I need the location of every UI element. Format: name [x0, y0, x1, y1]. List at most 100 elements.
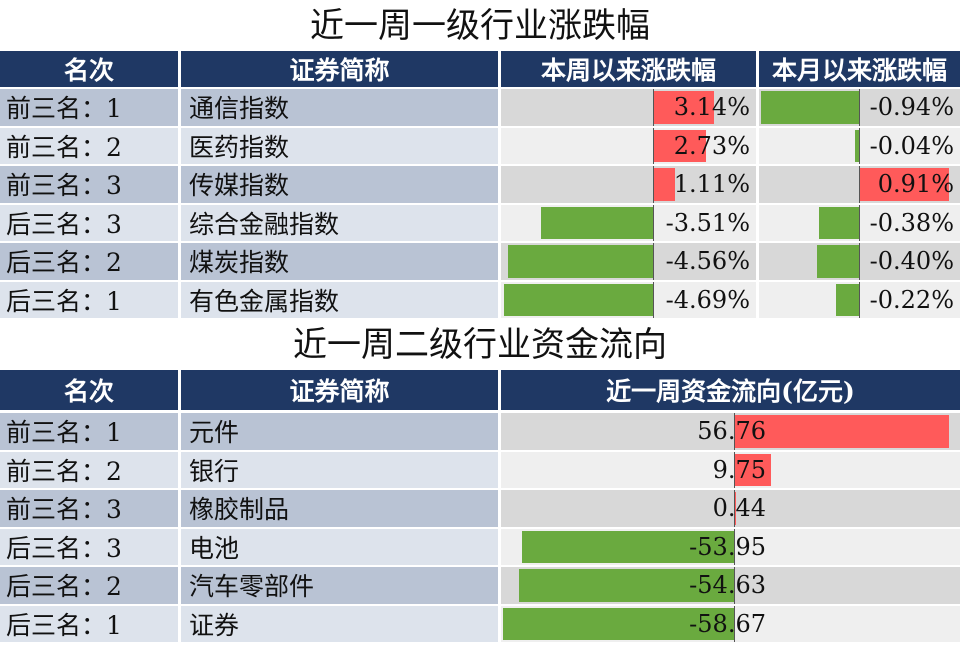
security-name: 橡胶制品 — [181, 490, 498, 527]
axis-line — [653, 204, 654, 241]
month-bar — [761, 91, 859, 124]
axis-line — [653, 127, 654, 164]
security-name: 有色金属指数 — [181, 281, 498, 318]
axis-line — [859, 243, 860, 280]
axis-line — [653, 281, 654, 318]
security-name: 综合金融指数 — [181, 204, 498, 241]
week-change-value: -4.56% — [665, 247, 750, 276]
month-change-cell: -0.38% — [759, 204, 960, 241]
axis-line — [653, 89, 654, 126]
week-change-cell: -4.69% — [501, 281, 756, 318]
month-bar — [836, 283, 859, 316]
axis-line — [734, 567, 735, 604]
fund-flow-value: -53.95 — [689, 532, 766, 561]
table-row: 后三名：2 煤炭指数 -4.56% -0.40% — [0, 243, 960, 280]
month-bar — [817, 245, 859, 278]
axis-line — [734, 413, 735, 450]
week-change-value: -3.51% — [665, 208, 750, 237]
security-name: 汽车零部件 — [181, 567, 498, 604]
rank-cell: 前三名：3 — [0, 166, 178, 203]
security-name: 元件 — [181, 413, 498, 450]
week-change-value: 1.11% — [673, 170, 750, 199]
table-row: 后三名：1 有色金属指数 -4.69% -0.22% — [0, 281, 960, 318]
rank-cell: 前三名：3 — [0, 490, 178, 527]
week-change-cell: 2.73% — [501, 127, 756, 164]
week-change-value: 2.73% — [673, 131, 750, 160]
month-change-cell: -0.40% — [759, 243, 960, 280]
table1-header-cell: 本周以来涨跌幅 — [501, 51, 756, 87]
axis-line — [859, 166, 860, 203]
table-row: 前三名：3 传媒指数 1.11% 0.91% — [0, 166, 960, 203]
month-change-value: -0.94% — [869, 93, 954, 122]
week-bar — [541, 206, 653, 239]
rank-cell: 后三名：1 — [0, 605, 178, 642]
fund-flow-value: -58.67 — [689, 609, 766, 638]
month-change-cell: 0.91% — [759, 166, 960, 203]
rank-cell: 前三名：2 — [0, 451, 178, 488]
month-bar — [854, 129, 859, 162]
week-bar — [653, 168, 675, 201]
week-change-cell: -4.56% — [501, 243, 756, 280]
fund-flow-value: 56.76 — [697, 417, 766, 446]
flow-bar — [521, 530, 734, 563]
fund-flow-cell: -58.67 — [501, 605, 960, 642]
table-row: 后三名：3 电池 -53.95 — [0, 528, 960, 565]
table-row: 前三名：3 橡胶制品 0.44 — [0, 490, 960, 527]
month-change-value: -0.22% — [869, 285, 954, 314]
table1-title: 近一周一级行业涨跌幅 — [310, 6, 650, 46]
table-row: 前三名：2 银行 9.75 — [0, 451, 960, 488]
axis-line — [734, 528, 735, 565]
fund-flow-cell: -53.95 — [501, 528, 960, 565]
week-change-cell: 1.11% — [501, 166, 756, 203]
table-row: 前三名：1 通信指数 3.14% -0.94% — [0, 89, 960, 126]
security-name: 银行 — [181, 451, 498, 488]
month-change-cell: -0.04% — [759, 127, 960, 164]
table1-header-row: 名次 证券简称 本周以来涨跌幅 本月以来涨跌幅 — [0, 51, 960, 87]
table2-header-cell: 名次 — [0, 370, 178, 410]
table-row: 前三名：1 元件 56.76 — [0, 413, 960, 450]
fund-flow-cell: 56.76 — [501, 413, 960, 450]
month-change-value: 0.91% — [877, 170, 954, 199]
fund-flow-value: -54.63 — [689, 571, 766, 600]
table-row: 后三名：1 证券 -58.67 — [0, 605, 960, 642]
flow-bar — [503, 607, 734, 640]
week-bar — [508, 245, 653, 278]
table2-header-cell: 证券简称 — [181, 370, 498, 410]
axis-line — [859, 89, 860, 126]
month-change-value: -0.04% — [869, 131, 954, 160]
fund-flow-cell: -54.63 — [501, 567, 960, 604]
rank-cell: 后三名：3 — [0, 204, 178, 241]
fund-flow-cell: 0.44 — [501, 490, 960, 527]
security-name: 电池 — [181, 528, 498, 565]
week-change-cell: 3.14% — [501, 89, 756, 126]
axis-line — [734, 490, 735, 527]
table-row: 后三名：3 综合金融指数 -3.51% -0.38% — [0, 204, 960, 241]
flow-bar — [518, 569, 734, 602]
rank-cell: 前三名：1 — [0, 89, 178, 126]
month-bar — [819, 206, 859, 239]
flow-bar — [734, 415, 949, 448]
week-change-value: -4.69% — [665, 285, 750, 314]
table1-header-cell: 本月以来涨跌幅 — [759, 51, 960, 87]
month-change-value: -0.38% — [869, 208, 954, 237]
week-bar — [504, 283, 653, 316]
table2-title: 近一周二级行业资金流向 — [293, 325, 667, 365]
axis-line — [859, 281, 860, 318]
axis-line — [653, 166, 654, 203]
security-name: 传媒指数 — [181, 166, 498, 203]
week-change-cell: -3.51% — [501, 204, 756, 241]
rank-cell: 后三名：2 — [0, 243, 178, 280]
fund-flow-cell: 9.75 — [501, 451, 960, 488]
week-change-value: 3.14% — [673, 93, 750, 122]
fund-flow-value: 0.44 — [712, 494, 766, 523]
table1-header-cell: 名次 — [0, 51, 178, 87]
table-row: 后三名：2 汽车零部件 -54.63 — [0, 567, 960, 604]
table-row: 前三名：2 医药指数 2.73% -0.04% — [0, 127, 960, 164]
flow-bar — [734, 453, 771, 486]
fund-flow-value: 9.75 — [712, 455, 766, 484]
security-name: 煤炭指数 — [181, 243, 498, 280]
table1-header-cell: 证券简称 — [181, 51, 498, 87]
week-bar — [653, 129, 706, 162]
rank-cell: 后三名：2 — [0, 567, 178, 604]
rank-cell: 后三名：1 — [0, 281, 178, 318]
